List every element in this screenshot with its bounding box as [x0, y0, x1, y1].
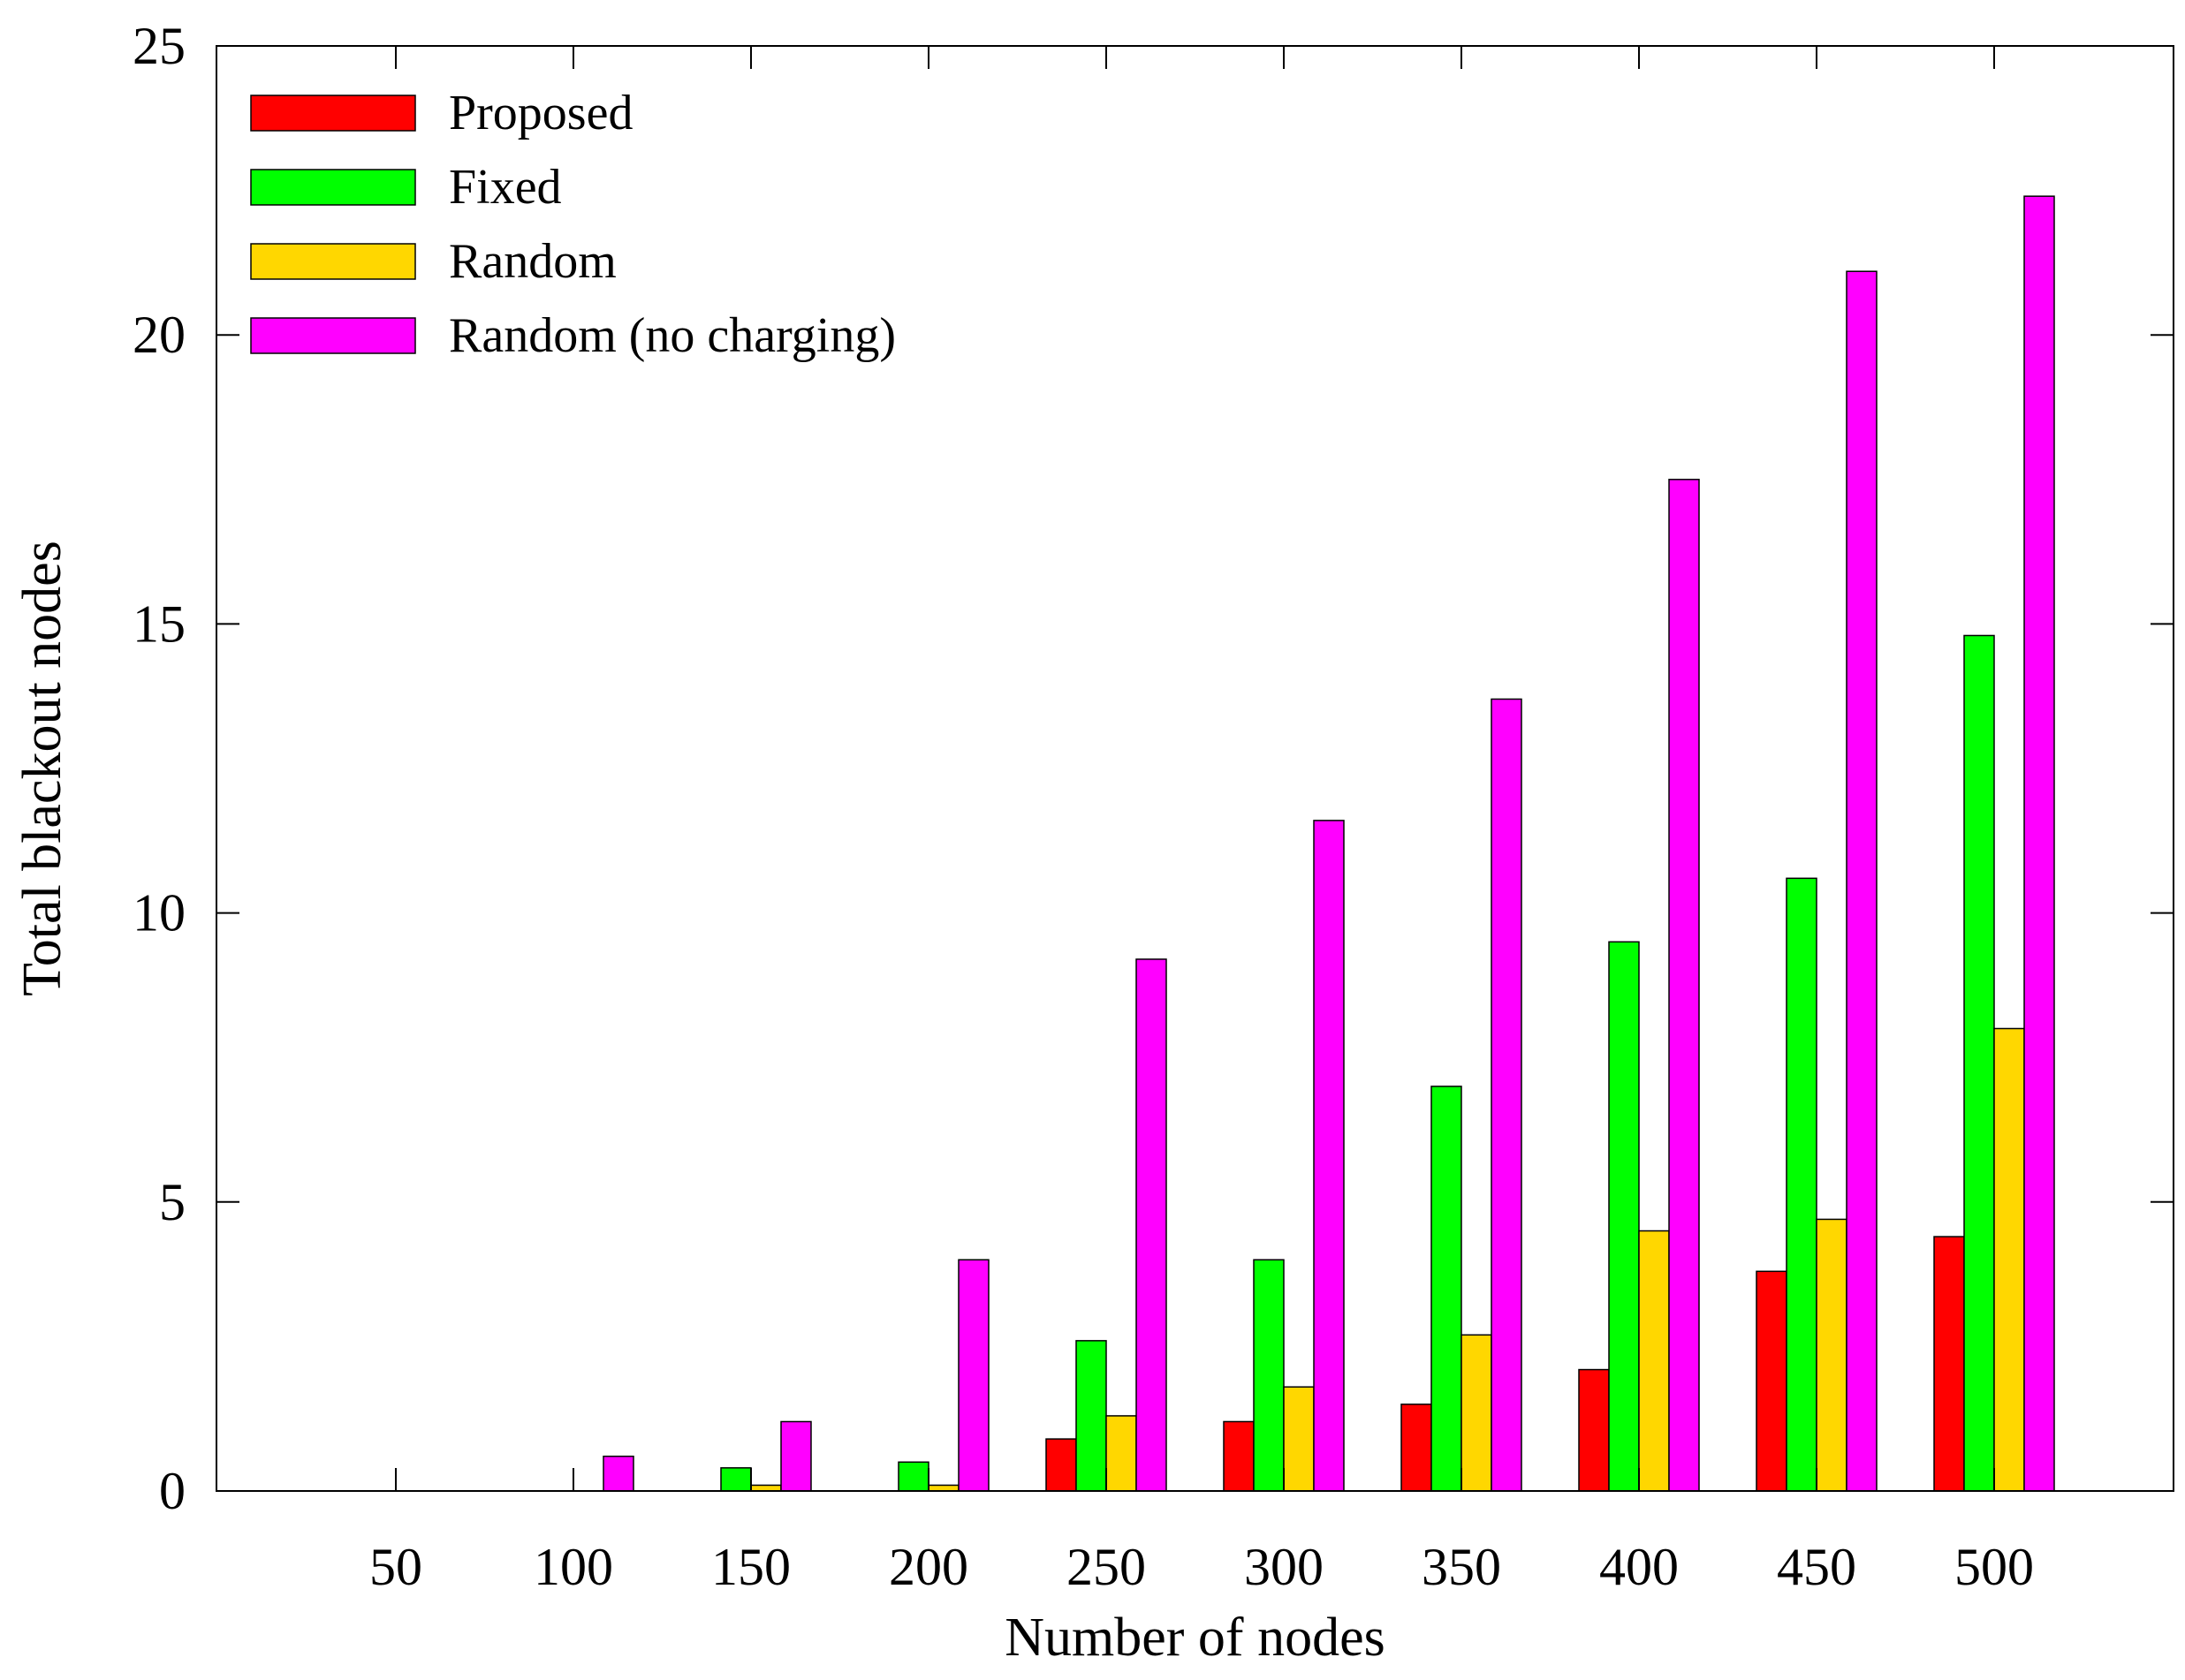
y-tick-label: 10 — [133, 884, 186, 942]
x-axis-label: Number of nodes — [1005, 1608, 1385, 1668]
bar-fixed-500 — [1963, 634, 1995, 1492]
y-tick-label: 20 — [133, 306, 186, 364]
bar-random-no-charging-100 — [603, 1455, 634, 1492]
legend-swatch-fixed — [250, 169, 416, 206]
bar-random-no-charging-200 — [958, 1259, 990, 1492]
x-tick-label: 200 — [889, 1538, 968, 1596]
x-tick-label: 350 — [1422, 1538, 1501, 1596]
x-tick-label: 100 — [534, 1538, 613, 1596]
x-tick-label: 450 — [1777, 1538, 1856, 1596]
bar-random-no-charging-150 — [780, 1420, 812, 1492]
tick-labels-group: 50 100 150 200 250 300 350 400 450 500 0 5 10 15 20 25 — [133, 17, 2034, 1596]
x-tick-label: 250 — [1066, 1538, 1146, 1596]
bar-random-no-charging-300 — [1313, 820, 1345, 1492]
bar-fixed-350 — [1430, 1086, 1462, 1492]
x-tick-label: 150 — [711, 1538, 791, 1596]
y-axis-label: Total blackout nodes — [12, 541, 72, 996]
x-tick-label: 50 — [369, 1538, 422, 1596]
bar-random-300 — [1283, 1386, 1315, 1492]
plot-frame — [216, 45, 2174, 1492]
bar-proposed-500 — [1933, 1236, 1965, 1492]
y-tick-label: 15 — [133, 594, 186, 653]
bar-random-500 — [1993, 1027, 2025, 1492]
bar-fixed-300 — [1253, 1259, 1285, 1492]
bar-proposed-350 — [1400, 1404, 1432, 1492]
bar-random-no-charging-350 — [1491, 698, 1522, 1492]
bar-fixed-400 — [1608, 941, 1640, 1492]
legend-swatch-random — [250, 243, 416, 280]
legend-swatch-random-no-charging — [250, 317, 416, 354]
legend-swatch-proposed — [250, 95, 416, 132]
bar-random-no-charging-250 — [1135, 958, 1167, 1492]
x-tick-label: 300 — [1244, 1538, 1324, 1596]
bar-fixed-250 — [1075, 1340, 1107, 1492]
bar-random-350 — [1460, 1334, 1492, 1492]
x-tick-label: 500 — [1954, 1538, 2034, 1596]
bar-proposed-250 — [1045, 1438, 1077, 1492]
bar-proposed-300 — [1223, 1420, 1255, 1492]
bar-random-no-charging-500 — [2023, 195, 2055, 1492]
bar-random-400 — [1638, 1230, 1670, 1492]
x-tick-label: 400 — [1599, 1538, 1679, 1596]
bar-random-no-charging-400 — [1668, 479, 1700, 1492]
bar-fixed-150 — [720, 1467, 752, 1492]
y-tick-label: 0 — [159, 1462, 186, 1520]
bar-random-250 — [1105, 1415, 1137, 1492]
bar-proposed-400 — [1578, 1368, 1610, 1492]
legend-label-random-no-charging: Random (no charging) — [449, 308, 896, 363]
bar-random-450 — [1816, 1218, 1847, 1492]
legend: Proposed Fixed Random Random (no charging) — [250, 86, 896, 363]
legend-label-fixed: Fixed — [449, 160, 562, 215]
bar-fixed-450 — [1786, 877, 1817, 1492]
ticks-group — [216, 45, 2174, 1492]
y-tick-label: 25 — [133, 17, 186, 75]
legend-label-random: Random — [449, 234, 617, 289]
bar-random-no-charging-450 — [1846, 270, 1878, 1492]
bar-fixed-200 — [898, 1461, 929, 1492]
bar-proposed-450 — [1756, 1270, 1787, 1492]
legend-label-proposed: Proposed — [449, 86, 633, 140]
y-tick-label: 5 — [159, 1173, 186, 1231]
